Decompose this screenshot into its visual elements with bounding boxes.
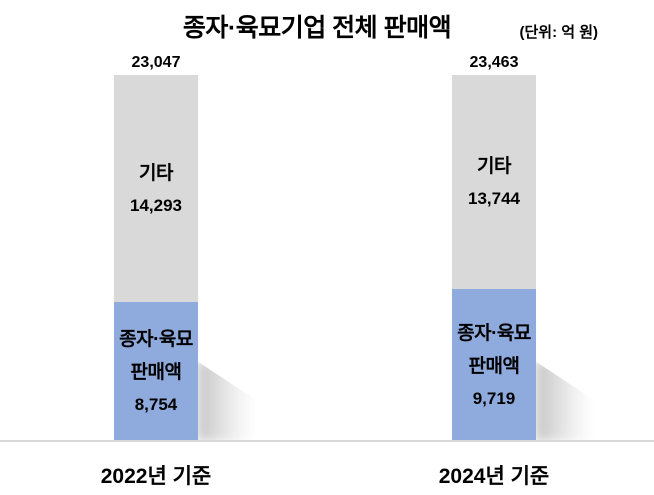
bar-shadow [197, 361, 255, 441]
category-label: 2022년 기준 [100, 465, 212, 488]
category-label: 2024년 기준 [438, 465, 550, 488]
segment-seed-name-line1: 종자·육묘 [457, 322, 531, 344]
segment-other: 기타 13,744 [452, 75, 536, 289]
segment-other-value: 14,293 [130, 195, 182, 215]
segment-other-value: 13,744 [468, 189, 520, 208]
stacked-bar: 기타 14,293 종자·육묘 판매액 8,754 [114, 75, 198, 441]
bar-total-label: 23,047 [131, 54, 181, 71]
segment-other: 기타 14,293 [114, 75, 198, 302]
x-axis-line [0, 440, 654, 442]
segment-seed-name-line2: 판매액 [468, 355, 520, 377]
segment-seed: 종자·육묘 판매액 9,719 [452, 289, 536, 441]
stacked-bar: 기타 13,744 종자·육묘 판매액 9,719 [452, 75, 536, 441]
bar-group-2022: 23,047 기타 14,293 종자·육묘 판매액 8,754 2022년 기… [101, 0, 255, 495]
bar-group-2024: 23,463 기타 13,744 종자·육묘 판매액 9,719 2024년 기… [439, 0, 593, 495]
segment-other-name: 기타 [477, 156, 511, 177]
unit-label: (단위: 억 원) [519, 24, 598, 41]
segment-seed-value: 9,719 [472, 388, 516, 408]
segment-seed-name-line2: 판매액 [130, 362, 182, 383]
segment-other-name: 기타 [139, 162, 173, 184]
chart-title: 종자·육묘기업 전체 판매액 [182, 14, 452, 42]
bar-shadow [535, 361, 593, 441]
segment-seed-value: 8,754 [134, 395, 178, 414]
bar-total-label: 23,463 [469, 54, 519, 71]
segment-seed: 종자·육묘 판매액 8,754 [114, 302, 198, 441]
segment-seed-name-line1: 종자·육묘 [119, 329, 193, 350]
